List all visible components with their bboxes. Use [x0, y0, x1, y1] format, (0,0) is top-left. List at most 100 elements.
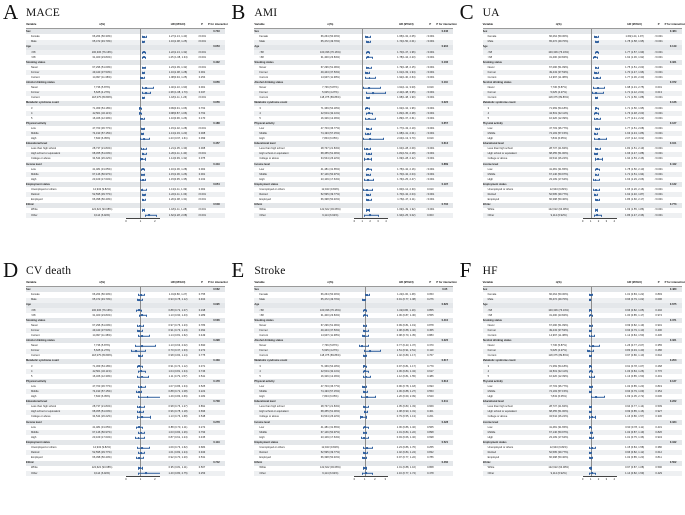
row-p-interaction [436, 368, 454, 374]
row-forest-marker [582, 80, 617, 86]
row-p-interaction [208, 348, 225, 354]
axis-tick [606, 475, 608, 478]
row-forest-marker [126, 450, 160, 456]
row-variable-label: 5 [259, 374, 261, 378]
column-header-p-interaction: P for interaction [664, 280, 685, 288]
row-variable-label: Educational level [482, 141, 535, 147]
row-hr-ci [160, 286, 196, 293]
reference-line [364, 358, 366, 364]
row-p-value: <0.001 [424, 49, 437, 55]
row-variable-label: Other [254, 470, 307, 476]
row-p-interaction [208, 470, 225, 476]
row-hr-ci: 1.02(0.86, 1.19) [388, 307, 425, 313]
row-p-interaction [664, 348, 682, 354]
table-row: Retired 52,595 (39.77%) 1.22(1.11, 1.33) <0… [26, 192, 225, 198]
reference-line [590, 302, 592, 308]
row-variable-label: Metabolic syndrome count [26, 358, 78, 364]
row-p-value: <0.001 [654, 188, 663, 192]
point-estimate-marker [366, 173, 369, 176]
row-hr-ci: 1.86 (1.60, 2.17) [625, 198, 645, 202]
row-forest-marker [126, 440, 160, 446]
row-p-value: <0.001 [654, 147, 663, 151]
reference-line [362, 192, 364, 198]
row-variable-label: Other [482, 212, 535, 218]
row-p-value: 0.001 [196, 70, 208, 76]
row-variable-label: Low [487, 384, 493, 388]
row-forest-marker [126, 100, 160, 106]
table-row: <68 100,336 (76.16%) 1.77 (1.57, 1.99) <0.0… [482, 49, 682, 55]
row-hr-ci: 1.38 (1.08, 1.70) [160, 90, 196, 96]
row-hr-ci: 1.18(1.11, 1.26) [168, 96, 188, 100]
row-n-percent: 67,296 (51.09%) [549, 65, 569, 69]
row-hr-ci: 1.69(1.28, 2.22) [397, 157, 416, 161]
point-estimate-marker [137, 426, 140, 429]
axis-tick-label: 4 [613, 477, 616, 481]
table-row: High 23,109 (17.64%) 1.76(1.25, 2.47) <0.00… [254, 177, 453, 183]
point-estimate-marker [142, 199, 145, 201]
row-n-percent: 71,369 (54.18%) [549, 364, 569, 368]
reference-line [590, 95, 592, 101]
row-variable-label: High school or equivalent [482, 151, 535, 157]
row-n-percent: 66,264 (50.30%) [92, 293, 112, 297]
row-n-percent [78, 59, 126, 66]
point-estimate-marker [589, 457, 592, 459]
row-p-value: <0.001 [426, 55, 435, 59]
row-n-percent: 47,703 (36.77%) [549, 384, 569, 388]
row-hr-ci: 1.13 (0.90, 1.43) [168, 313, 188, 317]
row-p-value: <0.001 [196, 151, 208, 157]
row-forest-marker [126, 302, 160, 308]
row-p-interaction [664, 368, 682, 374]
table-row: Female 66,264 (50.30%) 1.65(1.32, 2.05) <0.… [254, 34, 453, 40]
reference-line [362, 177, 364, 183]
row-forest-marker [582, 131, 617, 137]
row-p-value: 0.400 [652, 328, 665, 334]
row-p-value: 0.019 [427, 86, 434, 90]
table-group-row: Physical activity 0.188 [26, 121, 225, 127]
row-n-percent [534, 100, 583, 106]
row-hr-ci: 0.88 (0.72, 1.08) [160, 389, 196, 395]
row-forest-marker [582, 358, 617, 364]
row-n-percent: 74,193 (57.15%) [534, 131, 583, 137]
table-row: Low 41,481 (31.65%) 1.16(1.06, 1.28) 0.002 [26, 166, 225, 173]
table-row: Never 67,296 (51.09%) 1.79(1.48, 2.15) <0.0… [254, 65, 453, 71]
row-forest-marker [126, 292, 160, 298]
row-hr-ci: 1.15 (0.84, 1.58) [625, 446, 645, 450]
row-n-percent: 7,843 (6.05%) [93, 137, 111, 141]
row-hr-ci: 2.04(1.13, 3.70) [397, 137, 416, 141]
row-p-value: 0.003 [424, 212, 437, 218]
reference-line [362, 202, 364, 208]
row-hr-ci: 1.05 (0.83, 1.33) [396, 405, 416, 409]
row-variable-label: Middle [26, 389, 78, 395]
reference-line [590, 379, 592, 385]
row-p-value: 0.255 [427, 446, 434, 450]
row-hr-ci: 1.15(1.06, 1.26) [160, 172, 196, 178]
row-hr-ci: 1.75 (1.51, 2.03) [625, 65, 645, 69]
point-estimate-marker [589, 406, 592, 409]
row-p-value [652, 286, 665, 293]
point-estimate-marker [138, 365, 141, 368]
row-forest-marker [354, 207, 388, 213]
row-forest-marker [354, 49, 389, 55]
row-hr-ci: 0.96 (0.78, 1.18) [160, 409, 196, 415]
row-variable-label: 3 [487, 106, 490, 110]
row-variable-label: Other [26, 470, 78, 476]
row-p-interaction [436, 110, 454, 116]
point-estimate-marker [595, 51, 598, 54]
point-estimate-marker [141, 168, 144, 171]
point-estimate-marker [595, 209, 597, 212]
table-row: Current 118,375 (89.86%) 0.98 (0.84, 1.14)… [26, 353, 225, 359]
table-group-row: Metabolic syndrome count 0.203 [482, 358, 682, 364]
row-forest-marker [582, 379, 617, 385]
reference-line [140, 379, 142, 385]
row-forest-marker [354, 384, 388, 390]
forest-table-wrap: Variable n(%) HR (95%CI) P P for interaction… [26, 22, 228, 227]
row-forest-marker [583, 166, 617, 173]
point-estimate-marker [588, 350, 591, 353]
row-hr-ci: 1.01 (0.82, 1.24) [160, 450, 196, 456]
point-estimate-marker [367, 112, 370, 115]
row-p-value: 0.019 [427, 137, 434, 141]
row-n-percent: 122,622 (93.08%) [91, 208, 113, 212]
row-hr-ci: 1.49 (0.83, 2.69) [168, 395, 188, 399]
row-p-value: <0.001 [424, 39, 437, 45]
